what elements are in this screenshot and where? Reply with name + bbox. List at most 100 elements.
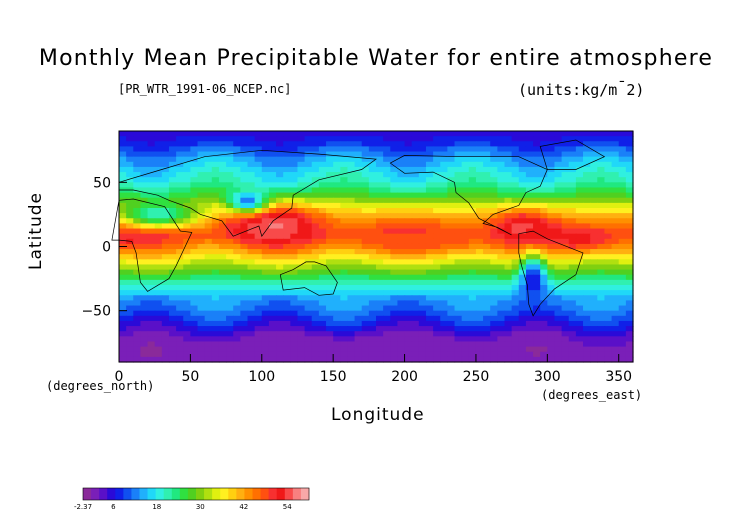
heatmap-cell — [140, 290, 149, 296]
heatmap-cell — [511, 228, 520, 235]
heatmap-cell — [126, 223, 134, 230]
heatmap-cell — [318, 254, 327, 260]
heatmap-cell — [376, 177, 384, 183]
heatmap-cell — [611, 285, 620, 291]
heatmap-cell — [490, 197, 498, 204]
heatmap-cell — [347, 223, 356, 230]
heatmap-cell — [318, 238, 327, 245]
heatmap-cell — [547, 259, 556, 266]
heatmap-cell — [425, 223, 434, 230]
heatmap-cell — [333, 136, 341, 142]
heatmap-cell — [504, 187, 513, 194]
heatmap-cell — [254, 136, 263, 142]
heatmap-cell — [326, 249, 334, 255]
heatmap-cell — [254, 254, 263, 260]
heatmap-cell — [554, 326, 563, 332]
heatmap-cell — [447, 166, 456, 173]
heatmap-cell — [518, 218, 527, 224]
heatmap-cell — [204, 136, 213, 142]
heatmap-cell — [297, 249, 306, 255]
heatmap-cell — [119, 223, 127, 230]
heatmap-cell — [347, 136, 356, 142]
heatmap-cell — [233, 197, 241, 204]
heatmap-cell — [404, 208, 413, 214]
heatmap-cell — [554, 192, 563, 199]
heatmap-cell — [276, 336, 284, 343]
heatmap-cell — [547, 336, 556, 343]
heatmap-cell — [533, 156, 541, 163]
heatmap-cell — [283, 326, 291, 332]
heatmap-cell — [490, 279, 498, 286]
heatmap-cell — [611, 208, 620, 214]
heatmap-cell — [425, 315, 434, 322]
heatmap-cell — [461, 341, 470, 348]
heatmap-cell — [525, 146, 534, 153]
heatmap-cell — [183, 233, 191, 240]
heatmap-cell — [554, 177, 563, 183]
heatmap-cell — [611, 202, 620, 209]
heatmap-cell — [433, 151, 441, 158]
heatmap-cell — [161, 326, 170, 332]
heatmap-cell — [140, 233, 149, 240]
heatmap-cell — [340, 177, 349, 183]
heatmap-cell — [211, 172, 220, 178]
heatmap-cell — [197, 136, 206, 142]
heatmap-cell — [618, 346, 627, 353]
heatmap-cell — [290, 285, 299, 291]
heatmap-cell — [347, 315, 356, 322]
heatmap-cell — [618, 243, 627, 250]
heatmap-cell — [397, 336, 406, 343]
heatmap-cell — [376, 218, 384, 224]
heatmap-cell — [283, 341, 291, 348]
heatmap-cell — [440, 305, 448, 312]
colorbar-swatch — [123, 488, 132, 500]
heatmap-cell — [126, 182, 134, 189]
heatmap-cell — [254, 182, 263, 189]
heatmap-cell — [604, 274, 613, 281]
heatmap-cell — [575, 295, 584, 301]
heatmap-cell — [340, 279, 349, 286]
heatmap-cell — [368, 336, 377, 343]
heatmap-cell — [568, 254, 577, 260]
heatmap-cell — [254, 285, 263, 291]
heatmap-cell — [597, 269, 606, 276]
heatmap-cell — [261, 331, 270, 337]
heatmap-cell — [625, 166, 634, 173]
heatmap-cell — [190, 161, 199, 168]
heatmap-cell — [283, 233, 291, 240]
heatmap-cell — [261, 202, 270, 209]
heatmap-cell — [126, 279, 134, 286]
heatmap-cell — [218, 172, 227, 178]
heatmap-cell — [297, 341, 306, 348]
heatmap-cell — [568, 131, 577, 137]
heatmap-cell — [154, 315, 163, 322]
heatmap-cell — [283, 320, 291, 327]
heatmap-cell — [290, 295, 299, 301]
heatmap-cell — [304, 218, 313, 224]
heatmap-cell — [218, 351, 227, 358]
heatmap-cell — [368, 146, 377, 153]
heatmap-cell — [561, 310, 570, 317]
heatmap-cell — [240, 213, 249, 219]
heatmap-cell — [119, 238, 127, 245]
heatmap-cell — [511, 218, 520, 224]
heatmap-cell — [461, 233, 470, 240]
heatmap-cell — [411, 192, 420, 199]
heatmap-cell — [618, 259, 627, 266]
heatmap-cell — [618, 351, 627, 358]
heatmap-cell — [390, 320, 399, 327]
heatmap-cell — [147, 346, 156, 353]
heatmap-cell — [383, 249, 391, 255]
heatmap-cell — [518, 177, 527, 183]
heatmap-cell — [561, 177, 570, 183]
heatmap-cell — [561, 285, 570, 291]
heatmap-cell — [333, 208, 341, 214]
heatmap-cell — [176, 141, 184, 147]
heatmap-cell — [197, 285, 206, 291]
heatmap-cell — [176, 131, 184, 137]
heatmap-cell — [197, 146, 206, 153]
heatmap-cell — [547, 274, 556, 281]
heatmap-cell — [618, 274, 627, 281]
heatmap-cell — [625, 151, 634, 158]
heatmap-cell — [340, 187, 349, 194]
